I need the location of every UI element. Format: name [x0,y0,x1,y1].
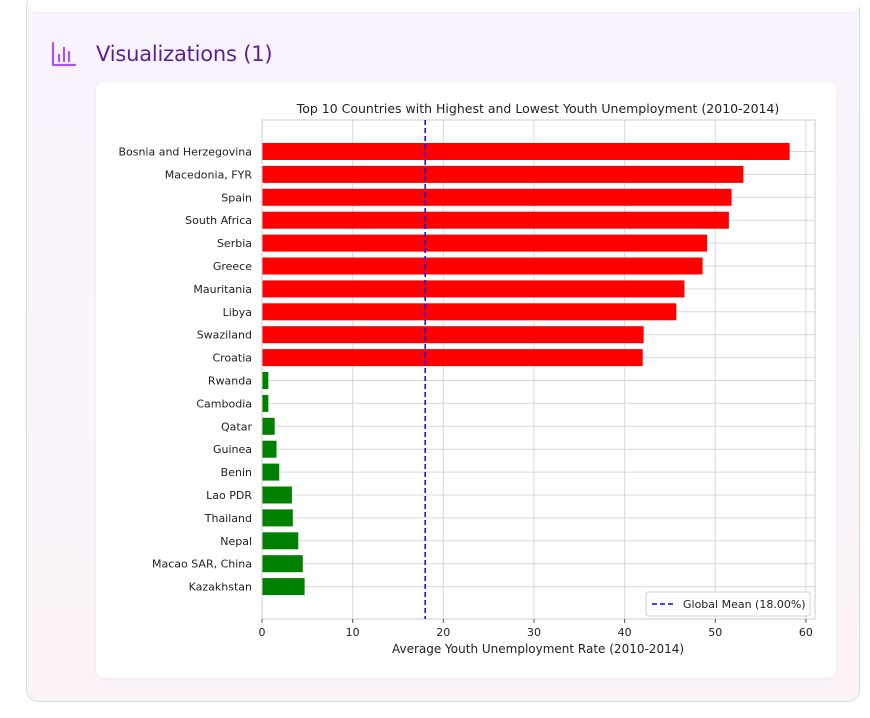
previous-section-edge [28,0,860,12]
y-tick-label: Benin [221,466,252,479]
bar-chart-icon [50,40,78,68]
y-tick-label: Qatar [221,420,252,433]
x-tick-label: 10 [346,626,360,639]
bars [262,143,790,596]
bar [262,417,275,435]
bar [262,372,269,389]
bar [262,211,729,229]
x-tick-label: 0 [259,626,266,639]
section-header: Visualizations (1) [50,38,273,70]
bar [262,326,644,344]
bar [262,234,708,252]
x-tick-label: 20 [436,626,450,639]
plot-frame [261,119,816,620]
y-tick-label: Swaziland [197,329,252,342]
legend: Global Mean (18.00%) [645,591,811,617]
bar [262,440,277,458]
y-tick-label: Spain [221,191,252,204]
x-tick-label: 60 [799,626,813,639]
y-tick-label: Bosnia and Herzegovina [118,146,252,159]
x-tick-label: 30 [527,626,541,639]
y-tick-label: South Africa [185,214,252,227]
bar [262,394,269,412]
youth-unemployment-chart: Bosnia and Herzegovina Macedonia, FYR Spai… [118,101,816,656]
y-tick-label: Mauritania [193,283,252,296]
y-tick-label: Serbia [217,237,252,250]
bar [262,509,293,527]
section-title: Visualizations (1) [96,42,273,66]
y-tick-labels: Bosnia and Herzegovina Macedonia, FYR Spai… [118,146,252,594]
y-tick-label: Croatia [212,352,252,365]
bar [262,486,292,504]
y-tick-label: Cambodia [196,397,252,410]
x-tick-label: 40 [618,626,632,639]
legend-box [645,591,811,617]
y-tick-label: Thailand [204,512,252,525]
legend-mean-label: Global Mean (18.00%) [683,598,806,611]
x-axis-label: Average Youth Unemployment Rate (2010-20… [392,642,684,656]
bar [262,143,790,160]
bar [262,532,299,550]
bar [262,555,303,573]
bar [262,578,305,596]
y-tick-label: Lao PDR [206,489,252,502]
bar [262,165,744,183]
plot-border [261,119,816,620]
y-tick-label: Nepal [220,535,252,548]
y-tick-label: Greece [213,260,252,273]
x-ticks: 0 10 20 30 40 50 60 [259,619,813,639]
bar [262,349,643,367]
bar [262,188,732,206]
bar [262,303,677,321]
bar [262,463,280,481]
y-tick-label: Macao SAR, China [152,558,252,571]
y-tick-label: Guinea [213,443,252,456]
chart-card: Bosnia and Herzegovina Macedonia, FYR Spai… [96,82,836,678]
y-tick-label: Kazakhstan [189,581,252,594]
chart-title: Top 10 Countries with Highest and Lowest… [296,101,780,116]
y-tick-label: Macedonia, FYR [165,168,253,181]
x-tick-label: 50 [708,626,722,639]
bar [262,280,685,298]
y-tick-label: Libya [223,306,252,319]
bar [262,257,703,275]
y-tick-label: Rwanda [208,375,252,388]
